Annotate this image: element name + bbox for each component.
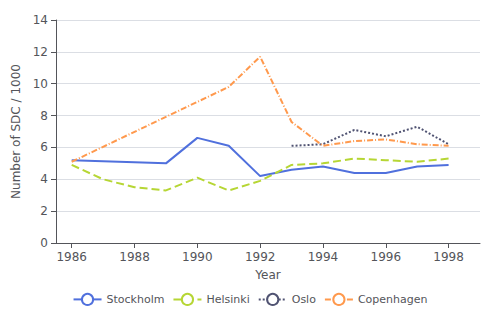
svg-text:Copenhagen: Copenhagen (358, 293, 428, 306)
svg-text:14: 14 (33, 13, 48, 27)
svg-text:Number of SDC / 1000: Number of SDC / 1000 (9, 64, 23, 199)
svg-text:8: 8 (40, 109, 48, 123)
svg-text:4: 4 (40, 172, 48, 186)
svg-text:1998: 1998 (433, 250, 464, 264)
svg-text:1996: 1996 (371, 250, 402, 264)
svg-text:0: 0 (40, 236, 48, 250)
svg-text:12: 12 (33, 45, 48, 59)
svg-text:Helsinki: Helsinki (206, 293, 249, 306)
svg-text:1992: 1992 (245, 250, 276, 264)
svg-text:Year: Year (254, 268, 280, 282)
svg-text:Oslo: Oslo (292, 293, 316, 306)
svg-text:Stockholm: Stockholm (107, 293, 165, 306)
svg-text:2: 2 (40, 204, 48, 218)
svg-text:1988: 1988 (119, 250, 150, 264)
svg-text:1986: 1986 (56, 250, 87, 264)
svg-text:10: 10 (33, 77, 48, 91)
svg-text:1994: 1994 (308, 250, 339, 264)
svg-text:6: 6 (40, 140, 48, 154)
svg-text:1990: 1990 (182, 250, 213, 264)
